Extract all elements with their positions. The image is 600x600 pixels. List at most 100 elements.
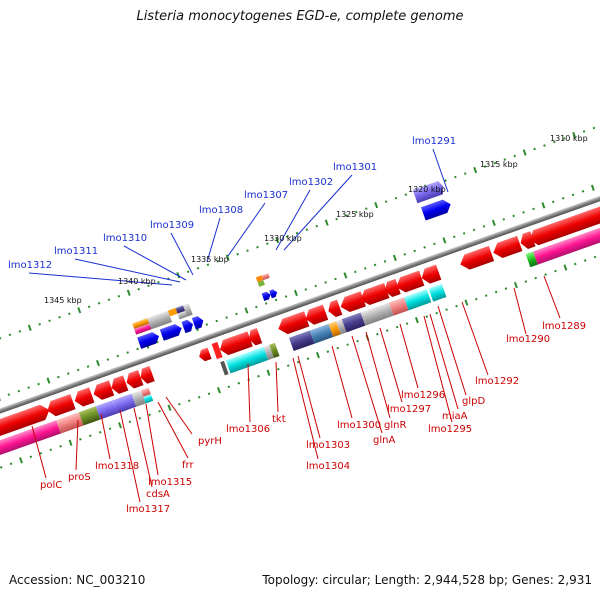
genome-summary: Topology: circular; Length: 2,944,528 bp… bbox=[262, 573, 592, 587]
gene-label[interactable]: lmo1292 bbox=[475, 376, 519, 387]
scale-tick bbox=[404, 193, 408, 196]
scale-tick bbox=[336, 346, 340, 350]
scale-tick bbox=[324, 219, 329, 226]
scale-label: 1335 kbp bbox=[191, 255, 229, 264]
scale-tick bbox=[285, 235, 289, 238]
scale-tick bbox=[126, 351, 129, 354]
gene-label[interactable]: lmo1307 bbox=[244, 190, 288, 201]
gene-label[interactable]: lmo1317 bbox=[126, 504, 170, 515]
gene-cluster-lower-strand[interactable] bbox=[0, 204, 600, 464]
gene-label[interactable]: lmo1295 bbox=[428, 424, 472, 435]
gene-label[interactable]: polC bbox=[40, 480, 62, 491]
gene-label[interactable]: lmo1310 bbox=[103, 233, 147, 244]
gene-cluster-lmo1307-1312[interactable] bbox=[132, 301, 205, 349]
scale-tick bbox=[167, 404, 172, 411]
gene-label[interactable]: lmo1296 bbox=[401, 390, 445, 401]
scale-tick bbox=[264, 302, 268, 305]
scale-tick bbox=[29, 455, 33, 459]
scale-tick bbox=[334, 277, 337, 281]
scale-tick bbox=[553, 140, 556, 144]
scale-label: 1315 kbp bbox=[480, 160, 518, 169]
scale-tick bbox=[118, 422, 122, 429]
scale-tick bbox=[363, 267, 367, 270]
gene-label[interactable]: frr bbox=[182, 460, 194, 471]
gene-label[interactable]: lmo1308 bbox=[199, 205, 243, 216]
scale-tick bbox=[445, 308, 448, 311]
gene-label[interactable]: lmo1291 bbox=[412, 136, 456, 147]
scale-label: 1325 kbp bbox=[336, 210, 374, 219]
genome-backbone bbox=[0, 175, 600, 434]
scale-tick bbox=[293, 289, 298, 297]
scale-tick bbox=[27, 386, 30, 389]
leader-line bbox=[437, 305, 467, 396]
scale-tick bbox=[554, 269, 557, 273]
scale-tick bbox=[216, 259, 220, 263]
scale-tick bbox=[79, 438, 82, 441]
scale-tick bbox=[534, 276, 537, 280]
gene-label[interactable]: cdsA bbox=[146, 489, 170, 500]
gene-label[interactable]: pyrH bbox=[198, 436, 222, 447]
scale-tick bbox=[455, 304, 458, 308]
gene-label[interactable]: lmo1311 bbox=[54, 246, 98, 257]
scale-tick bbox=[383, 260, 387, 263]
gene-label[interactable]: lmo1306 bbox=[226, 424, 270, 435]
gene-label[interactable]: lmo1309 bbox=[150, 220, 194, 231]
gene-label[interactable]: lmo1315 bbox=[148, 477, 192, 488]
scale-tick bbox=[306, 357, 310, 360]
scale-tick bbox=[442, 237, 447, 244]
scale-tick bbox=[345, 214, 348, 217]
gene-label[interactable]: lmo1302 bbox=[289, 177, 333, 188]
gene-label[interactable]: miaA bbox=[442, 411, 468, 422]
scale-tick bbox=[512, 214, 515, 218]
gene-label[interactable]: lmo1303 bbox=[306, 440, 350, 451]
scale-tick bbox=[116, 354, 120, 358]
gene-cluster-lmo1291[interactable] bbox=[412, 180, 453, 221]
scale-tick bbox=[494, 290, 498, 294]
scale-tick bbox=[57, 375, 60, 379]
scale-tick bbox=[433, 242, 436, 246]
leader-line bbox=[170, 232, 194, 276]
scale-tick bbox=[453, 235, 456, 239]
scale-tick bbox=[206, 263, 210, 266]
page-title: Listeria monocytogenes EGD-e, complete g… bbox=[136, 9, 464, 24]
scale-tick bbox=[376, 332, 379, 336]
leader-line bbox=[227, 202, 266, 257]
leader-line bbox=[275, 189, 311, 251]
scale-tick bbox=[574, 262, 577, 266]
leader-line bbox=[119, 409, 141, 503]
scale-tick bbox=[484, 294, 488, 297]
scale-tick bbox=[335, 217, 338, 221]
scale-tick bbox=[237, 381, 241, 385]
scale-tick bbox=[39, 452, 43, 455]
leader-line bbox=[100, 413, 111, 460]
gene-label[interactable]: lmo1290 bbox=[506, 334, 550, 345]
scale-tick bbox=[504, 287, 508, 290]
scale-tick bbox=[68, 312, 71, 316]
gene-label[interactable]: proS bbox=[68, 472, 91, 483]
scale-tick bbox=[316, 352, 320, 359]
scale-tick bbox=[89, 434, 92, 438]
gene-label[interactable]: lmo1318 bbox=[95, 461, 139, 472]
scale-tick bbox=[551, 200, 555, 204]
gene-label[interactable]: lmo1301 bbox=[333, 162, 377, 173]
gene-label[interactable]: glpD bbox=[462, 396, 485, 407]
gene-label[interactable]: lmo1300 bbox=[337, 420, 381, 431]
scale-tick bbox=[108, 427, 112, 431]
gene-label[interactable]: lmo1304 bbox=[306, 461, 350, 472]
gene-label[interactable]: tkt bbox=[272, 414, 286, 425]
scale-tick bbox=[225, 254, 230, 261]
gene-label[interactable]: glnA bbox=[373, 435, 395, 446]
leader-line bbox=[461, 301, 489, 376]
scale-tick bbox=[256, 245, 259, 249]
leader-line bbox=[275, 361, 279, 413]
scale-tick bbox=[326, 350, 330, 353]
gene-label[interactable]: lmo1312 bbox=[8, 260, 52, 271]
gene-label[interactable]: lmo1297 bbox=[387, 404, 431, 415]
gene-label[interactable]: glnR bbox=[384, 420, 406, 431]
scale-ticks-upper bbox=[0, 126, 596, 340]
scale-tick bbox=[562, 137, 566, 140]
gene-label[interactable]: lmo1289 bbox=[542, 321, 586, 332]
gene-cluster-lmo1301-1302[interactable] bbox=[255, 272, 278, 301]
scale-tick bbox=[413, 249, 416, 253]
scale-tick bbox=[49, 448, 52, 452]
